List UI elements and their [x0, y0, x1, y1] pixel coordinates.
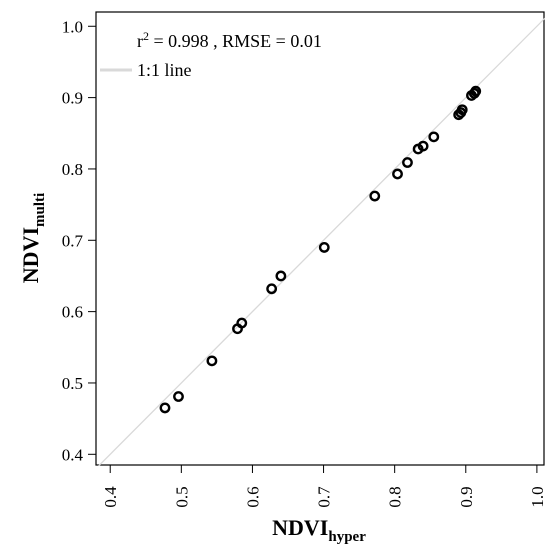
x-tick-label: 0.4: [101, 486, 120, 508]
y-axis: 0.4 0.5 0.6 0.7 0.8 0.9 1.0: [62, 17, 96, 464]
x-axis: 0.4 0.5 0.6 0.7 0.8 0.9 1.0: [101, 465, 545, 508]
y-tick-label: 1.0: [62, 17, 83, 36]
data-point: [318, 242, 330, 253]
data-point: [275, 270, 287, 282]
data-point: [417, 140, 429, 152]
plot-area: [95, 11, 545, 466]
data-point: [206, 355, 218, 367]
data-point: [470, 85, 482, 97]
legend-label-one-to-one: 1:1 line: [137, 60, 192, 80]
x-tick-label: 0.9: [457, 486, 476, 507]
y-tick-label: 0.9: [62, 89, 83, 108]
x-tick-label: 0.7: [315, 486, 334, 508]
data-point: [173, 391, 184, 402]
y-axis-title: NDVImulti: [18, 193, 48, 283]
data-points: [159, 85, 482, 414]
data-point: [266, 283, 278, 295]
data-point: [402, 157, 413, 168]
x-tick-label: 0.5: [172, 486, 191, 507]
y-tick-label: 0.7: [62, 231, 84, 250]
data-point: [236, 317, 248, 329]
data-point: [369, 190, 381, 202]
one-to-one-line: [97, 17, 545, 466]
data-point: [159, 402, 171, 414]
y-tick-label: 0.8: [62, 160, 83, 179]
data-point: [456, 104, 468, 116]
x-tick-label: 0.6: [243, 486, 262, 507]
y-tick-label: 0.6: [62, 303, 83, 322]
x-tick-label: 0.8: [386, 486, 405, 507]
stats-annotation: r2 = 0.998 , RMSE = 0.01: [137, 29, 322, 51]
data-point: [428, 131, 440, 143]
x-tick-label: 1.0: [528, 486, 545, 507]
plot-frame: [95, 11, 545, 466]
legend: r2 = 0.998 , RMSE = 0.01 1:1 line: [100, 29, 322, 80]
x-axis-title: NDVIhyper: [272, 515, 366, 545]
data-point: [392, 168, 403, 180]
y-tick-label: 0.4: [62, 445, 84, 464]
y-tick-label: 0.5: [62, 374, 83, 393]
